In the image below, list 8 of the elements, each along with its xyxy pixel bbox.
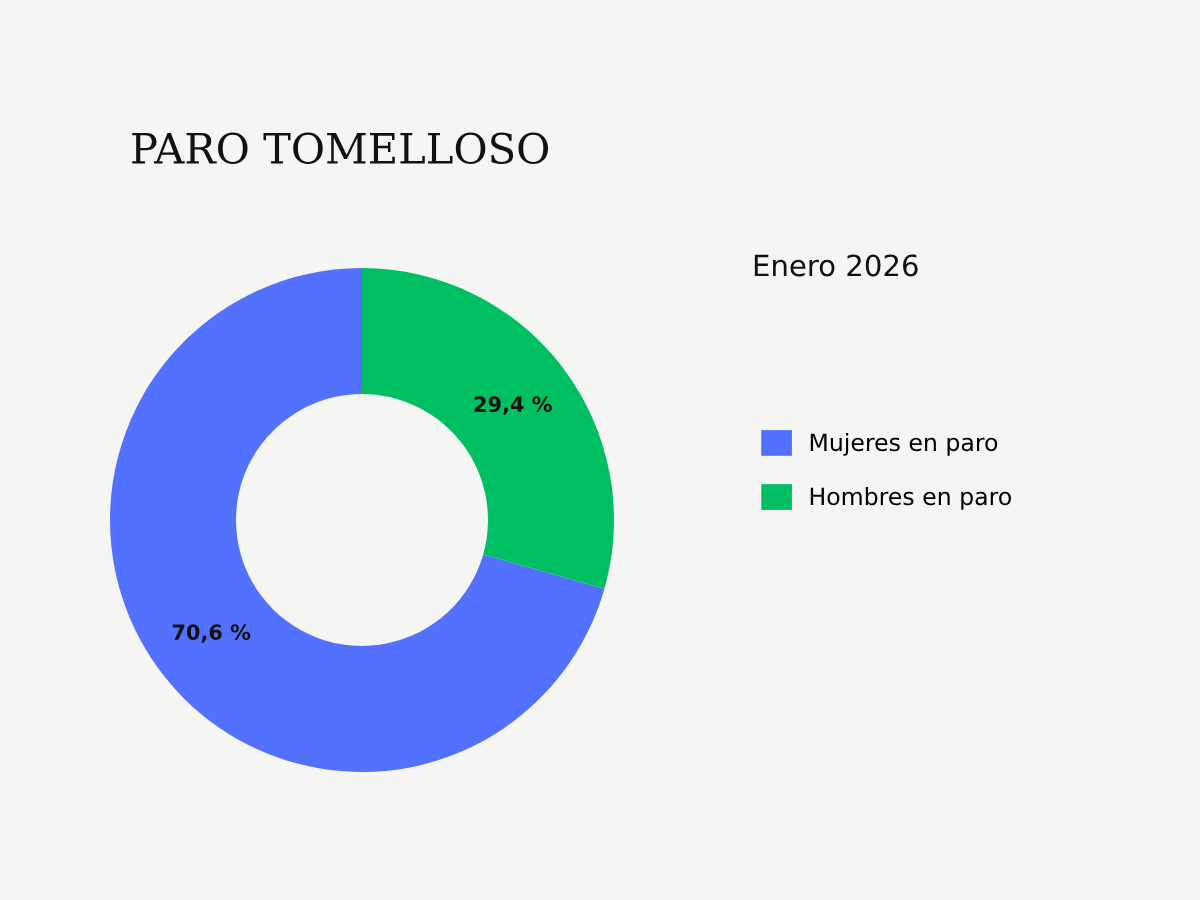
legend-label: Mujeres en paro: [810, 432, 998, 456]
data-label: 29,4 %: [474, 396, 552, 415]
donut-slice: [362, 268, 614, 589]
legend-label: Hombres en paro: [810, 487, 1011, 510]
donut-slice: [110, 268, 605, 772]
data-label: 70,6 %: [172, 624, 251, 643]
chart-title: PARO TOMELLOSO: [132, 132, 549, 165]
chart-subtitle: Enero 2026: [754, 254, 918, 277]
